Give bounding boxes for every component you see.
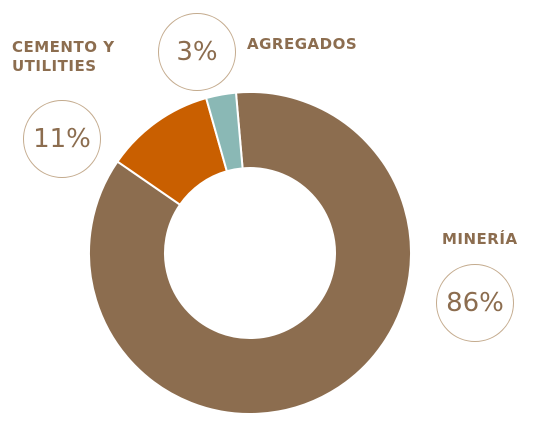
value-label: 11%: [23, 100, 101, 178]
category-label: MINERÍA: [442, 230, 518, 248]
value-label: 86%: [436, 264, 514, 342]
category-label: AGREGADOS: [247, 35, 358, 53]
category-label: CEMENTO Y UTILITIES: [12, 38, 115, 75]
donut-slice: [204, 91, 244, 173]
value-label: 3%: [158, 13, 236, 91]
donut-slice: [88, 91, 412, 415]
